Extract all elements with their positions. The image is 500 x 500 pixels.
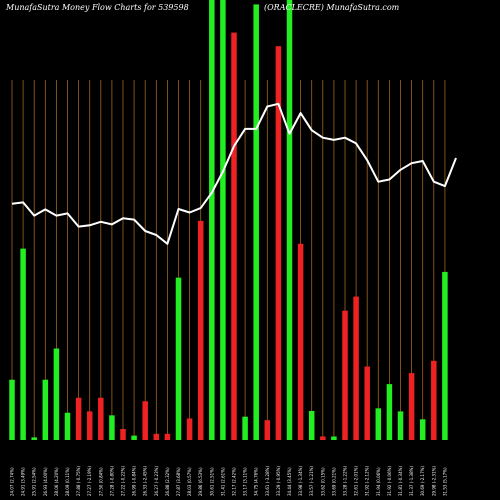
bar [408,373,415,440]
x-tick-label: 32.17 (2.42%) [232,467,237,496]
bar [209,0,215,440]
x-tick-label: 33.29 (-0.95%) [276,466,281,496]
x-tick-label: 27.88 (-0.75%) [76,466,81,496]
bar [353,296,359,440]
x-tick-label: 28.09 (0.11%) [65,467,70,496]
line-series [11,102,457,245]
bar [220,0,226,440]
bar [64,412,71,440]
x-tick-label: 26.27 (-0.23%) [154,466,159,496]
x-tick-label: 33.69 (0.21%) [331,467,336,496]
x-tick-label: 27.87 (3.68%) [176,467,181,496]
bar [342,310,348,440]
bar [397,411,404,440]
chart-title-right: (ORACLECRE) MunafaSutra.com [264,3,400,12]
bar [275,46,282,440]
bar [9,379,15,440]
x-tick-label: 33.17 (3.11%) [243,467,248,496]
x-tick-label: 34.44 (3.45%) [287,467,292,496]
x-tick-label: 24.91 (3.49%) [21,467,26,496]
x-tick-labels: 24.07 (2.74%) 24.91 (3.49%) 25.91 (2.54%) 2… [10,466,448,496]
x-tick-label: 33.28 (-1.22%) [343,466,348,496]
x-tick-label: 34.75 (4.76%) [254,467,259,496]
bar [186,418,193,440]
bar [308,410,315,440]
x-tick-label: 26.93 (4.00%) [43,467,48,496]
bar [386,384,393,440]
bar [331,436,337,440]
bar [86,411,93,440]
bar [419,419,426,440]
x-tick-label: 31.92 (-0.06%) [387,466,392,496]
x-tick-label: 31.94 (0.06%) [376,467,381,496]
bar [231,32,237,441]
money-flow-line [11,102,457,245]
bar [364,366,370,440]
x-tick-label: 31.53 (5.17%) [442,467,447,496]
bar [153,433,160,440]
bar-series [9,0,448,441]
x-tick-label: 28.06 (4.20%) [54,467,59,496]
bar [120,429,126,440]
x-tick-label: 31.81 (-0.34%) [398,466,403,496]
bar [253,4,259,441]
x-tick-label: 31.41 (2.61%) [220,467,225,496]
bar [75,397,82,440]
x-tick-label: 33.57 (-1.21%) [309,466,314,496]
x-tick-label: 27.27 (-2.19%) [87,466,92,496]
x-tick-label: 33.98 (-1.34%) [298,466,303,496]
bar [53,348,60,440]
x-tick-label: 33.61 (-3.28%) [265,466,270,496]
bar [320,436,326,440]
bar [142,401,148,440]
x-tick-label: 31.37 (-1.38%) [409,466,414,496]
bar [109,415,115,440]
x-tick-label: 27.50 (0.84%) [98,467,103,496]
chart-title-left: MunafaSutra Money Flow Charts for 539598 [5,3,189,12]
x-tick-label: 32.61 (-2.01%) [354,466,359,496]
bar [131,435,137,440]
x-tick-label: 28.03 (0.57%) [187,467,192,496]
bar [164,433,171,440]
bar [31,437,37,440]
bar [375,408,382,440]
bar [264,420,271,440]
x-tick-label: 27.28 (-0.80%) [109,466,114,496]
bar [431,360,437,440]
bar [20,248,26,440]
bar [197,220,204,440]
x-tick-label: 27.22 (-0.22%) [121,466,126,496]
x-tick-label: 29.86 (6.53%) [198,467,203,496]
x-tick-label: 26.33 (-2.45%) [143,466,148,496]
x-tick-label: 25.91 (2.54%) [32,467,37,496]
x-tick-label: 33.62 (0.15%) [320,467,325,496]
bar [286,0,293,440]
bar [42,379,49,440]
bar [242,416,248,440]
x-tick-label: 26.88 (2.32%) [165,467,170,496]
x-tick-label: 26.99 (-0.84%) [132,466,137,496]
bar [98,397,104,440]
bar [442,271,448,440]
x-tick-label: 30.61 (2.51%) [209,467,214,496]
bar [297,243,304,440]
x-tick-label: 24.07 (2.74%) [10,467,15,496]
x-tick-label: 30.69 (-2.17%) [420,466,425,496]
bar [175,277,182,440]
x-tick-label: 29.98 (-2.31%) [431,466,436,496]
x-tick-label: 31.92 (-2.12%) [365,466,370,496]
